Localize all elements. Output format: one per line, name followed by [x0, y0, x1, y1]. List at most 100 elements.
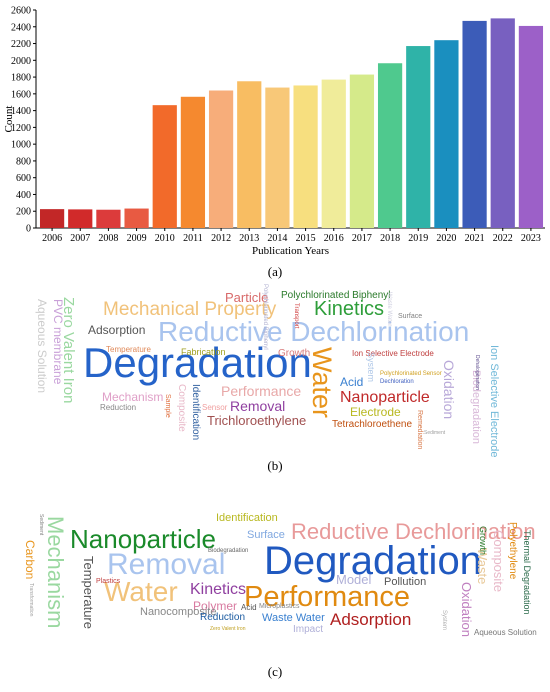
x-tick-label: 2022 — [493, 233, 513, 244]
x-tick-label: 2016 — [324, 233, 344, 244]
x-axis-label: Publication Years — [252, 245, 329, 257]
cloud-word: Impact — [293, 624, 324, 635]
cloud-word: Nanoparticle — [340, 389, 430, 406]
cloud-word: Growth — [478, 526, 488, 556]
cloud-word: Particle — [225, 290, 269, 305]
cloud-word: Surface — [247, 529, 285, 541]
cloud-word: Trichloroethylene — [207, 413, 307, 428]
cloud-word: Aqueous Solution — [474, 628, 537, 637]
y-tick-label: 1800 — [11, 73, 31, 84]
x-tick-label: 2008 — [98, 233, 118, 244]
cloud-word: Mechanical Property — [103, 299, 277, 320]
cloud-word: Polyethylene — [507, 522, 518, 580]
panel-label-c: (c) — [267, 664, 283, 679]
x-tick-label: 2023 — [521, 233, 541, 244]
bar-2013 — [237, 81, 262, 229]
cloud-word: Dehalogenation — [474, 355, 480, 391]
cloud-word: Reduction — [100, 403, 137, 412]
cloud-word: Removal — [230, 398, 286, 414]
cloud-word: Nanoparticle — [70, 524, 216, 554]
y-tick-label: 400 — [16, 190, 31, 201]
x-tick-label: 2007 — [70, 233, 90, 244]
y-tick-label: 0 — [26, 224, 31, 235]
x-tick-label: 2014 — [267, 233, 287, 244]
x-tick-label: 2011 — [183, 233, 203, 244]
bar-chart: 0 200 400 600 800 1000 1200 1400 1600 1800 2000 220… — [3, 6, 545, 257]
cloud-word: Tetrachloroethene — [332, 419, 413, 430]
cloud-word: Polymer — [193, 599, 238, 613]
cloud-word: Electrode — [350, 405, 401, 419]
word-cloud-b: Degradation Reductive Dechlorination Mecha… — [35, 284, 500, 458]
cloud-word: Biodegradation — [208, 548, 249, 554]
x-tick-label: 2021 — [465, 233, 485, 244]
cloud-word: Water — [104, 576, 178, 607]
bar-2009 — [124, 208, 149, 228]
x-tick-label: 2009 — [127, 233, 147, 244]
cloud-word: Growth — [278, 348, 311, 359]
cloud-word: Waste Water — [386, 292, 392, 327]
y-tick-label: 1400 — [11, 106, 31, 117]
cloud-word: Pollution — [384, 576, 427, 588]
cloud-word: Thermal Degradation — [522, 530, 532, 615]
y-tick-label: 1200 — [11, 123, 31, 134]
cloud-word: Polychlorinated Sensor — [380, 371, 442, 377]
cloud-word: Sediment — [38, 514, 44, 536]
bar-2021 — [462, 20, 487, 229]
cloud-word: Water — [307, 347, 337, 419]
bar-2016 — [321, 79, 346, 228]
y-tick-label: 1000 — [11, 140, 31, 151]
bar-2012 — [208, 90, 234, 228]
cloud-word: Ion Selective Electrode — [352, 349, 434, 358]
y-axis-label: Count — [3, 106, 15, 133]
panel-label-a: (a) — [267, 264, 283, 279]
cloud-word: Transformation — [28, 583, 34, 617]
bar-2008 — [96, 209, 121, 228]
cloud-word: Identification — [216, 512, 278, 524]
cloud-word: Degradation — [264, 539, 482, 583]
bar-2020 — [434, 40, 459, 228]
cloud-word: Adsorption — [88, 323, 146, 337]
x-tick-label: 2006 — [42, 233, 62, 244]
cloud-word: Remediation — [416, 410, 423, 450]
cloud-word: Zero Valent Iron — [60, 297, 77, 404]
cloud-word: Mechanism — [43, 516, 68, 629]
bar-2011 — [180, 96, 206, 229]
cloud-word: Plastics — [96, 578, 121, 585]
x-tick-label: 2013 — [239, 233, 259, 244]
bar-2023 — [518, 25, 544, 228]
bar-2010 — [152, 105, 177, 228]
cloud-word: Sample — [164, 394, 171, 418]
cloud-word: Reduction — [200, 612, 246, 623]
cloud-word: Surface — [398, 313, 423, 320]
cloud-word: Identification — [190, 384, 201, 441]
cloud-word: Oxidation — [441, 360, 457, 420]
bar-2015 — [293, 85, 318, 228]
x-tick-label: 2012 — [211, 233, 231, 244]
cloud-word: Temperature — [106, 345, 151, 354]
cloud-word: Waste — [475, 548, 490, 585]
y-tick-label: 600 — [16, 173, 31, 184]
cloud-word: Biodegradation — [470, 370, 482, 445]
cloud-word: Reductive Dechlorination — [158, 316, 470, 347]
cloud-word: Reductive Dechlorination — [291, 519, 536, 544]
cloud-word: Degradation — [83, 339, 312, 386]
cloud-word: Dechloration — [380, 379, 414, 385]
y-tick-label: 2000 — [11, 56, 31, 67]
cloud-word: Sediment — [424, 430, 446, 436]
cloud-word: Sensor — [202, 403, 228, 412]
x-tick-label: 2018 — [380, 233, 400, 244]
cloud-word: Aqueous Solution — [35, 299, 49, 394]
x-tick-label: 2010 — [155, 233, 175, 244]
cloud-word: Carbon — [23, 540, 37, 580]
bar-2022 — [490, 18, 515, 229]
y-tick-label: 800 — [16, 156, 31, 167]
cloud-word: Transport — [293, 303, 299, 329]
bar-2014 — [265, 87, 290, 228]
bar-2019 — [406, 46, 431, 228]
y-tick-label: 1600 — [11, 89, 31, 100]
bar-2017 — [349, 74, 375, 228]
cloud-word: Performance — [221, 383, 302, 399]
y-tick-label: 2400 — [11, 22, 31, 33]
cloud-word: PVC membrane — [51, 299, 65, 385]
